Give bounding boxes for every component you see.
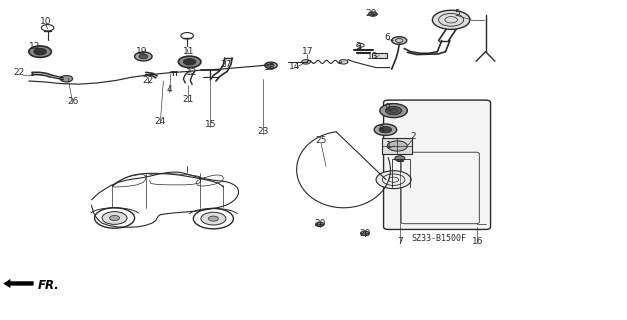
Text: 20: 20 — [314, 219, 325, 228]
Circle shape — [183, 59, 196, 65]
Text: 3: 3 — [356, 42, 361, 52]
Text: 15: 15 — [204, 120, 216, 130]
Polygon shape — [4, 279, 33, 287]
Circle shape — [135, 52, 152, 61]
Circle shape — [386, 107, 402, 115]
Text: 25: 25 — [315, 136, 327, 145]
Text: 2: 2 — [411, 132, 416, 140]
Text: 8: 8 — [378, 125, 384, 134]
Circle shape — [178, 56, 201, 68]
Circle shape — [102, 212, 127, 224]
Circle shape — [315, 222, 324, 227]
Circle shape — [110, 215, 120, 220]
Circle shape — [387, 141, 408, 151]
Text: 12: 12 — [29, 42, 41, 52]
FancyBboxPatch shape — [384, 100, 490, 229]
Text: 22: 22 — [14, 68, 25, 77]
Text: 22: 22 — [142, 76, 154, 85]
Circle shape — [392, 37, 407, 44]
Circle shape — [265, 62, 277, 68]
Text: 5: 5 — [455, 9, 460, 18]
Circle shape — [302, 60, 310, 64]
Text: 18: 18 — [264, 63, 275, 72]
Text: 23: 23 — [258, 127, 269, 136]
Text: 16: 16 — [472, 237, 483, 246]
Text: 26: 26 — [67, 97, 78, 106]
Text: SZ33-B1500F: SZ33-B1500F — [411, 234, 466, 243]
Circle shape — [361, 231, 369, 236]
Text: 20: 20 — [359, 229, 371, 238]
Text: 21: 21 — [182, 95, 194, 104]
Text: 27: 27 — [220, 60, 231, 69]
Text: 13: 13 — [367, 52, 379, 61]
Circle shape — [376, 171, 411, 188]
Text: 14: 14 — [289, 61, 300, 70]
Circle shape — [379, 126, 392, 133]
Circle shape — [95, 208, 135, 228]
Circle shape — [34, 49, 46, 55]
Circle shape — [193, 208, 233, 229]
Circle shape — [208, 216, 218, 221]
Text: 6: 6 — [384, 33, 390, 42]
Text: 9: 9 — [384, 103, 390, 112]
Circle shape — [201, 212, 226, 225]
Bar — [372, 53, 387, 58]
Text: 7: 7 — [397, 237, 403, 246]
Bar — [382, 138, 413, 154]
Text: 20: 20 — [366, 9, 377, 18]
Circle shape — [433, 10, 470, 29]
Text: 24: 24 — [155, 117, 166, 126]
Text: 12: 12 — [186, 68, 198, 77]
Text: FR.: FR. — [38, 279, 60, 292]
Text: 17: 17 — [302, 47, 313, 56]
Text: 4: 4 — [167, 85, 172, 94]
Text: 19: 19 — [135, 47, 147, 56]
Circle shape — [60, 76, 73, 82]
Circle shape — [374, 124, 397, 135]
Circle shape — [139, 54, 148, 59]
Circle shape — [380, 104, 408, 118]
Circle shape — [395, 156, 405, 161]
Text: 1: 1 — [386, 141, 391, 150]
Circle shape — [339, 60, 348, 64]
Circle shape — [29, 46, 51, 57]
Circle shape — [369, 12, 377, 16]
Text: 10: 10 — [40, 17, 51, 26]
Text: 11: 11 — [182, 47, 194, 56]
